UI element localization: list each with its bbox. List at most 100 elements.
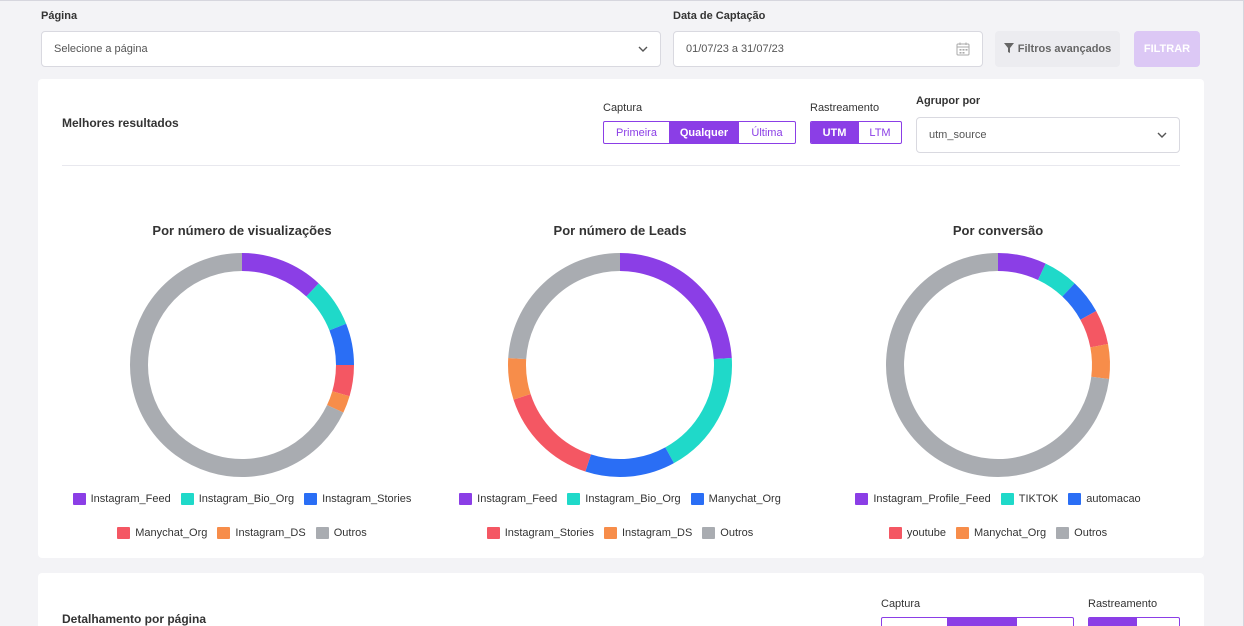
page-select[interactable]: Selecione a página xyxy=(41,31,661,67)
date-range-value: 01/07/23 a 31/07/23 xyxy=(686,43,784,55)
legend-item[interactable]: Manychat_Org xyxy=(690,492,781,506)
detail-capture-toggle xyxy=(881,617,1074,626)
page-detail-card: Detalhamento por página Captura Rastream… xyxy=(38,573,1204,626)
donut-slice-automacao[interactable] xyxy=(1062,283,1097,320)
chart-legend: Instagram_Feed Instagram_Bio_Org Instagram… xyxy=(52,492,432,540)
chart-title: Por número de visualizações xyxy=(152,223,332,238)
chart-title: Por número de Leads xyxy=(553,223,687,238)
legend-item[interactable]: Instagram_Stories xyxy=(486,526,594,540)
legend-item[interactable]: youtube xyxy=(888,526,946,540)
donut-slice-instagram-profile-feed[interactable] xyxy=(997,253,1046,281)
donut-slice-instagram-stories[interactable] xyxy=(513,393,592,472)
donut-slice-tiktok[interactable] xyxy=(1037,263,1075,297)
legend-label: Instagram_DS xyxy=(621,527,693,539)
legend-item[interactable]: Instagram_DS xyxy=(603,526,693,540)
group-by-label: Agrupor por xyxy=(916,95,981,107)
capture-option-first[interactable]: Primeira xyxy=(616,126,657,139)
donut-slice-instagram-ds[interactable] xyxy=(508,357,531,400)
donut-slice-instagram-feed[interactable] xyxy=(619,253,732,360)
legend-item[interactable]: Manychat_Org xyxy=(117,526,207,540)
legend-item[interactable]: Instagram_DS xyxy=(217,526,306,540)
donut-slice-outros[interactable] xyxy=(886,253,1110,477)
legend-label: Manychat_Org xyxy=(973,527,1047,539)
donut-slice-instagram-feed[interactable] xyxy=(241,253,319,297)
legend-swatch xyxy=(1068,493,1082,505)
group-by-select[interactable]: utm_source xyxy=(916,117,1180,153)
date-filter-label: Data de Captação xyxy=(673,10,766,22)
detail-capture-label: Captura xyxy=(881,598,921,610)
calendar-icon[interactable] xyxy=(956,42,970,56)
legend-swatch xyxy=(72,493,86,505)
legend-label: Outros xyxy=(333,527,367,539)
donut-slice-outros[interactable] xyxy=(130,253,344,477)
detail-capture-option-last[interactable] xyxy=(1016,618,1073,626)
top-border xyxy=(0,0,1244,1)
detail-capture-option-first[interactable] xyxy=(882,618,947,626)
donut-slice-instagram-ds[interactable] xyxy=(326,391,350,413)
donut-slice-instagram-stories[interactable] xyxy=(329,323,354,366)
legend-label: Instagram_Feed xyxy=(90,493,171,505)
group-by-value: utm_source xyxy=(929,129,987,141)
legend-item[interactable]: Instagram_Bio_Org xyxy=(567,492,681,506)
donut-slice-instagram-bio-org[interactable] xyxy=(665,357,732,464)
detail-capture-option-any[interactable] xyxy=(947,618,1016,626)
legend-item[interactable]: Manychat_Org xyxy=(955,526,1047,540)
advanced-filters-button[interactable]: Filtros avançados xyxy=(995,31,1120,67)
legend-swatch xyxy=(1056,527,1070,539)
donut-slice-instagram-bio-org[interactable] xyxy=(306,283,347,331)
legend-label: Instagram_Profile_Feed xyxy=(873,493,991,505)
filter-button[interactable]: FILTRAR xyxy=(1134,31,1200,67)
page-detail-title: Detalhamento por página xyxy=(62,612,207,626)
legend-label: Outros xyxy=(720,527,754,539)
legend-item[interactable]: Instagram_Profile_Feed xyxy=(855,492,991,506)
legend-label: youtube xyxy=(906,527,946,539)
donut-slice-outros[interactable] xyxy=(508,253,621,360)
legend-label: Instagram_DS xyxy=(235,527,306,539)
legend-swatch xyxy=(315,527,329,539)
chart-legend: Instagram_Feed Instagram_Bio_Org Manychat_… xyxy=(430,492,810,540)
legend-item[interactable]: Instagram_Stories xyxy=(304,492,411,506)
donut-slice-youtube[interactable] xyxy=(1080,311,1109,348)
legend-label: Manychat_Org xyxy=(135,527,208,539)
legend-swatch xyxy=(603,527,617,539)
chart-legend: Instagram_Profile_Feed TIKTOK automacao you… xyxy=(808,492,1188,540)
legend-item[interactable]: Instagram_Feed xyxy=(459,492,557,506)
page-select-placeholder: Selecione a página xyxy=(54,43,148,55)
legend-swatch xyxy=(690,493,704,505)
capture-option-last[interactable]: Última xyxy=(738,122,795,143)
detail-tracking-option-utm[interactable] xyxy=(1089,618,1136,626)
legend-item[interactable]: Instagram_Bio_Org xyxy=(180,492,294,506)
legend-item[interactable]: Instagram_Feed xyxy=(72,492,171,506)
legend-label: Instagram_Stories xyxy=(504,527,594,539)
donut-slice-manychat-org[interactable] xyxy=(332,364,354,397)
legend-label: automacao xyxy=(1086,493,1141,505)
tracking-option-utm[interactable]: UTM xyxy=(811,122,858,143)
donut-chart xyxy=(508,253,732,477)
page-filter-label: Página xyxy=(41,10,78,22)
legend-item[interactable]: Outros xyxy=(315,526,367,540)
legend-swatch xyxy=(888,527,902,539)
donut-chart xyxy=(130,253,354,477)
legend-item[interactable]: automacao xyxy=(1068,492,1141,506)
capture-option-any[interactable]: Qualquer xyxy=(669,122,738,143)
legend-item[interactable]: Outros xyxy=(702,526,753,540)
capture-toggle: Primeira Qualquer Última xyxy=(603,121,796,144)
legend-item[interactable]: Outros xyxy=(1056,526,1107,540)
donut-slice-manychat-org[interactable] xyxy=(585,447,674,477)
legend-label: Instagram_Bio_Org xyxy=(585,493,681,505)
legend-label: Instagram_Feed xyxy=(477,493,558,505)
legend-swatch xyxy=(855,493,869,505)
tracking-label: Rastreamento xyxy=(810,102,880,114)
legend-swatch xyxy=(180,493,194,505)
tracking-option-ltm[interactable]: LTM xyxy=(858,122,901,143)
detail-tracking-label: Rastreamento xyxy=(1088,598,1158,610)
detail-tracking-option-ltm[interactable] xyxy=(1136,618,1179,626)
legend-item[interactable]: TIKTOK xyxy=(1000,492,1058,506)
date-range-input[interactable]: 01/07/23 a 31/07/23 xyxy=(673,31,983,67)
filter-funnel-icon xyxy=(1003,42,1014,56)
donut-slice-manychat-org[interactable] xyxy=(1090,344,1110,380)
advanced-filters-label: Filtros avançados xyxy=(1017,43,1112,55)
legend-swatch xyxy=(702,527,716,539)
best-results-card: Melhores resultados Captura Primeira Qua… xyxy=(38,79,1204,558)
legend-swatch xyxy=(217,527,231,539)
